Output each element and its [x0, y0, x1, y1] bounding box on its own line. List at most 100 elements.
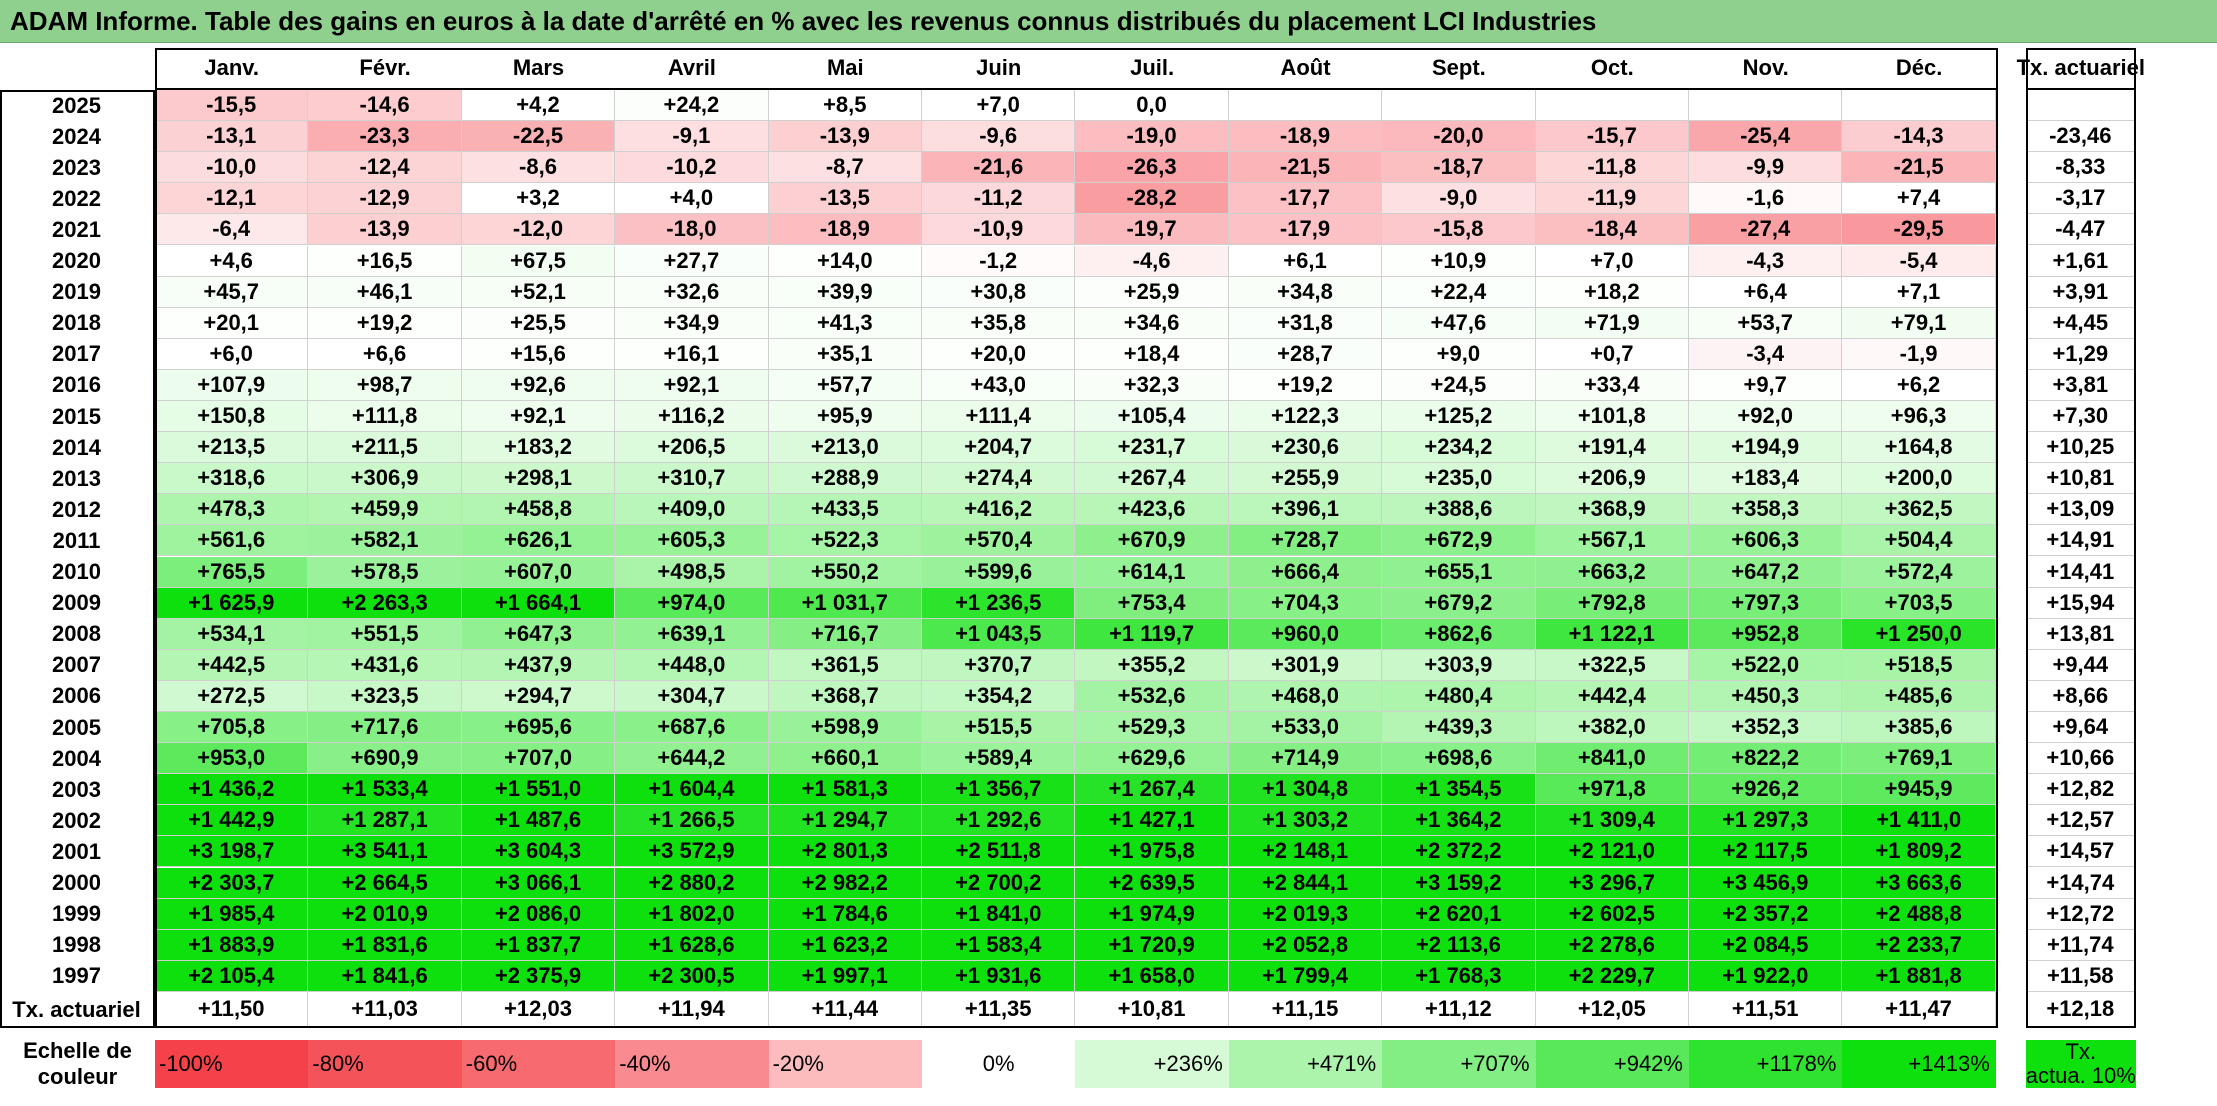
- gain-cell: +1 625,9: [155, 587, 309, 619]
- gain-cell: -21,5: [1228, 152, 1383, 184]
- gain-cell: +370,7: [922, 649, 1076, 681]
- gain-cell: +361,5: [768, 649, 922, 681]
- gain-cell: +1 658,0: [1075, 960, 1229, 992]
- year-label: 2003: [0, 774, 155, 806]
- gain-cell: +318,6: [155, 463, 309, 495]
- gain-cell: +213,5: [155, 432, 309, 464]
- month-header: Janv.: [155, 48, 309, 90]
- gain-cell: +2 303,7: [155, 867, 309, 899]
- gain-cell: -18,7: [1382, 152, 1536, 184]
- gain-cell: +629,6: [1075, 743, 1229, 775]
- gain-cell: +1 985,4: [155, 898, 309, 930]
- year-label: 2008: [0, 618, 155, 650]
- gain-cell: -21,5: [1842, 152, 1996, 184]
- gain-cell: +945,9: [1842, 774, 1996, 806]
- year-label: 2013: [0, 463, 155, 495]
- gain-cell: +707,0: [461, 743, 616, 775]
- gain-cell: +2 375,9: [461, 960, 616, 992]
- gain-cell: +599,6: [922, 556, 1076, 588]
- footer-rate-cell: +12,03: [461, 991, 616, 1028]
- rate-cell: +13,09: [2025, 494, 2136, 526]
- gain-cell: +1 236,5: [922, 587, 1076, 619]
- rate-cell: -3,17: [2025, 183, 2136, 215]
- gain-cell: +792,8: [1535, 587, 1689, 619]
- gain-cell: -19,0: [1075, 121, 1229, 153]
- gain-cell: +354,2: [922, 680, 1076, 712]
- gain-cell: +448,0: [615, 649, 769, 681]
- gain-cell: +234,2: [1382, 432, 1536, 464]
- gain-cell: -18,9: [768, 214, 922, 246]
- rate-cell: +15,94: [2025, 587, 2136, 619]
- gain-cell: +20,0: [922, 338, 1076, 370]
- gain-cell: +396,1: [1228, 494, 1383, 526]
- gain-cell: +862,6: [1382, 618, 1536, 650]
- gain-cell: +3 159,2: [1382, 867, 1536, 899]
- year-label: 2006: [0, 680, 155, 712]
- gain-cell: +1 411,0: [1842, 805, 1996, 837]
- year-label: 2004: [0, 743, 155, 775]
- gain-cell: +2 602,5: [1535, 898, 1689, 930]
- rate-cell: [2025, 90, 2136, 122]
- gain-cell: +567,1: [1535, 525, 1689, 557]
- gain-cell: +6,0: [155, 338, 309, 370]
- scale-swatch: -80%: [308, 1039, 462, 1088]
- scale-swatch: +942%: [1535, 1039, 1689, 1088]
- gain-cell: +416,2: [922, 494, 1076, 526]
- gain-cell: +6,2: [1842, 369, 1996, 401]
- page-title: ADAM Informe. Table des gains en euros à…: [10, 6, 1597, 36]
- scale-swatch: -100%: [155, 1039, 309, 1088]
- gain-cell: +231,7: [1075, 432, 1229, 464]
- gain-cell: +3 198,7: [155, 836, 309, 868]
- rate-cell: +3,91: [2025, 276, 2136, 308]
- gain-cell: +6,4: [1689, 276, 1843, 308]
- gain-cell: +3 604,3: [461, 836, 616, 868]
- gain-cell: -18,4: [1535, 214, 1689, 246]
- rate-cell: +10,81: [2025, 463, 2136, 495]
- gain-cell: +8,5: [768, 90, 922, 122]
- rate-cell: +14,91: [2025, 525, 2136, 557]
- gain-cell: +2 357,2: [1689, 898, 1843, 930]
- gain-cell: +695,6: [461, 712, 616, 744]
- gain-cell: +1 533,4: [308, 774, 462, 806]
- gain-cell: -13,9: [768, 121, 922, 153]
- rate-cell: +1,61: [2025, 245, 2136, 277]
- gain-cell: +288,9: [768, 463, 922, 495]
- gain-cell: -23,3: [308, 121, 462, 153]
- year-label: 2009: [0, 587, 155, 619]
- rate-cell: -4,47: [2025, 214, 2136, 246]
- gain-cell: -12,9: [308, 183, 462, 215]
- gain-cell: +3 296,7: [1535, 867, 1689, 899]
- gain-cell: +16,1: [615, 338, 769, 370]
- gain-cell: -10,0: [155, 152, 309, 184]
- footer-overall-rate: +12,18: [2025, 991, 2136, 1028]
- gain-cell: +578,5: [308, 556, 462, 588]
- scale-swatch: +1178%: [1689, 1039, 1843, 1088]
- gain-cell: -1,6: [1689, 183, 1843, 215]
- gain-cell: +3 456,9: [1689, 867, 1843, 899]
- gain-cell: +582,1: [308, 525, 462, 557]
- gain-cell: -17,9: [1228, 214, 1383, 246]
- gain-cell: +1 309,4: [1535, 805, 1689, 837]
- scale-swatch: 0%: [922, 1039, 1076, 1088]
- gain-cell: -9,1: [615, 121, 769, 153]
- gain-cell: +1 831,6: [308, 929, 462, 961]
- gain-cell: +304,7: [615, 680, 769, 712]
- gain-cell: +52,1: [461, 276, 616, 308]
- gain-cell: +2 700,2: [922, 867, 1076, 899]
- gain-cell: +323,5: [308, 680, 462, 712]
- gain-cell: +235,0: [1382, 463, 1536, 495]
- gain-cell: +1 841,6: [308, 960, 462, 992]
- gain-cell: +7,0: [922, 90, 1076, 122]
- year-label: 2023: [0, 152, 155, 184]
- gain-cell: -10,2: [615, 152, 769, 184]
- rate-cell: +12,57: [2025, 805, 2136, 837]
- gain-cell: -12,0: [461, 214, 616, 246]
- gain-cell: +274,4: [922, 463, 1076, 495]
- gain-cell: +79,1: [1842, 307, 1996, 339]
- gain-cell: +1 427,1: [1075, 805, 1229, 837]
- scale-swatch: +471%: [1228, 1039, 1383, 1088]
- gain-cell: +1 303,2: [1228, 805, 1383, 837]
- gain-cell: +116,2: [615, 401, 769, 433]
- gain-cell: +2 117,5: [1689, 836, 1843, 868]
- gain-cell: +2 844,1: [1228, 867, 1383, 899]
